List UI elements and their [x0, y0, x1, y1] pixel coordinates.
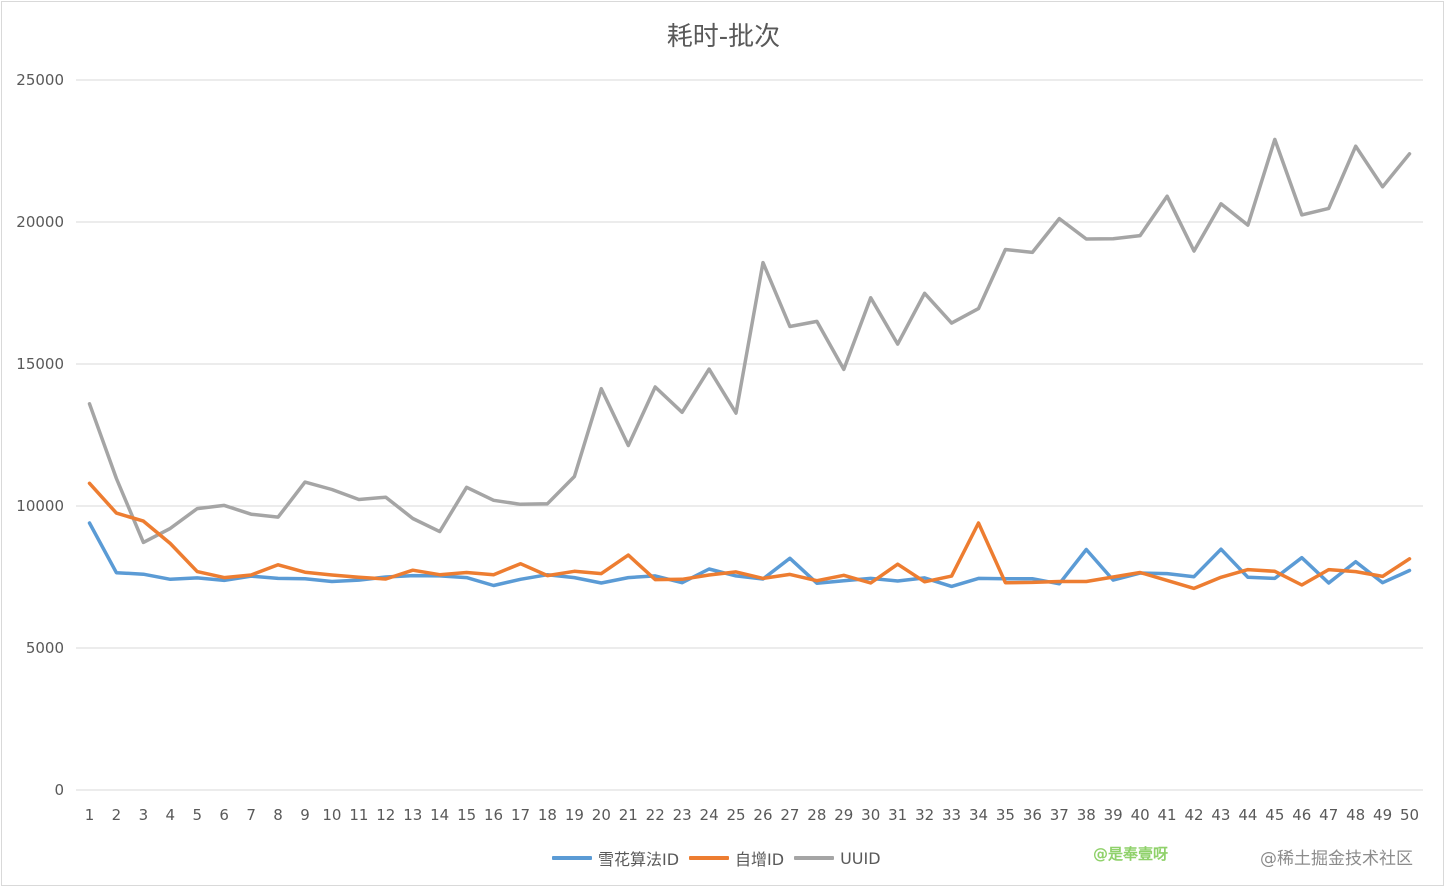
x-tick-label: 26 — [753, 806, 772, 824]
x-tick-label: 20 — [592, 806, 611, 824]
x-tick-label: 10 — [322, 806, 341, 824]
legend-swatch-autoinc — [689, 856, 730, 860]
x-tick-label: 41 — [1158, 806, 1177, 824]
x-tick-label: 6 — [219, 806, 229, 824]
legend-label-autoinc: 自增ID — [735, 850, 785, 869]
x-tick-label: 15 — [457, 806, 476, 824]
y-tick-label: 0 — [54, 781, 64, 799]
x-tick-label: 17 — [511, 806, 530, 824]
x-tick-label: 43 — [1211, 806, 1230, 824]
x-tick-label: 12 — [376, 806, 395, 824]
x-tick-label: 28 — [807, 806, 826, 824]
x-tick-label: 32 — [915, 806, 934, 824]
x-tick-label: 48 — [1346, 806, 1365, 824]
x-tick-label: 30 — [861, 806, 880, 824]
x-tick-label: 19 — [565, 806, 584, 824]
x-tick-label: 2 — [112, 806, 122, 824]
site-watermark: @稀土掘金技术社区 — [1260, 849, 1413, 869]
series-line-1 — [87, 481, 1412, 591]
x-tick-label: 11 — [349, 806, 368, 824]
x-tick-label: 46 — [1292, 806, 1311, 824]
x-tick-label: 22 — [646, 806, 665, 824]
x-tick-label: 5 — [192, 806, 202, 824]
x-tick-label: 25 — [726, 806, 745, 824]
x-tick-label: 7 — [246, 806, 256, 824]
x-tick-label: 27 — [780, 806, 799, 824]
y-tick-label: 5000 — [26, 639, 64, 657]
x-tick-label: 40 — [1131, 806, 1150, 824]
legend-label-snowflake: 雪花算法ID — [598, 850, 680, 869]
author-watermark: @是奉壹呀 — [1093, 845, 1169, 863]
series-line-0 — [87, 521, 1412, 589]
x-tick-label: 23 — [673, 806, 692, 824]
chart-title: 耗时-批次 — [666, 22, 781, 52]
series-line-2 — [87, 137, 1412, 545]
legend-item-uuid: UUID — [794, 848, 881, 868]
x-tick-label: 13 — [403, 806, 422, 824]
x-tick-label: 36 — [1023, 806, 1042, 824]
x-tick-label: 3 — [139, 806, 149, 824]
legend-item-autoinc: 自增ID — [689, 846, 784, 870]
x-tick-label: 18 — [538, 806, 557, 824]
y-tick-label: 20000 — [16, 213, 64, 231]
x-tick-label: 45 — [1265, 806, 1284, 824]
x-tick-label: 39 — [1104, 806, 1123, 824]
x-tick-label: 33 — [942, 806, 961, 824]
legend-swatch-uuid — [794, 856, 835, 860]
x-tick-label: 49 — [1373, 806, 1392, 824]
x-tick-label: 44 — [1238, 806, 1257, 824]
x-tick-label: 24 — [700, 806, 719, 824]
x-tick-label: 35 — [996, 806, 1015, 824]
x-tick-label: 4 — [166, 806, 176, 824]
x-tick-label: 8 — [273, 806, 283, 824]
y-tick-label: 10000 — [16, 497, 64, 515]
legend-item-snowflake: 雪花算法ID — [552, 846, 679, 870]
legend-label-uuid: UUID — [840, 848, 881, 868]
x-tick-label: 31 — [888, 806, 907, 824]
x-tick-label: 37 — [1050, 806, 1069, 824]
x-tick-label: 50 — [1400, 806, 1419, 824]
x-tick-label: 21 — [619, 806, 638, 824]
x-tick-label: 42 — [1184, 806, 1203, 824]
x-tick-label: 1 — [85, 806, 95, 824]
x-tick-label: 38 — [1077, 806, 1096, 824]
x-tick-label: 47 — [1319, 806, 1338, 824]
y-tick-label: 25000 — [16, 71, 64, 89]
legend-swatch-snowflake — [552, 856, 592, 860]
x-tick-label: 34 — [969, 806, 988, 824]
x-tick-label: 29 — [834, 806, 853, 824]
x-tick-label: 9 — [300, 806, 310, 824]
chart-legend: 雪花算法ID 自增ID UUID — [552, 846, 891, 870]
x-tick-label: 14 — [430, 806, 449, 824]
y-tick-label: 15000 — [16, 355, 64, 373]
x-tick-label: 16 — [484, 806, 503, 824]
